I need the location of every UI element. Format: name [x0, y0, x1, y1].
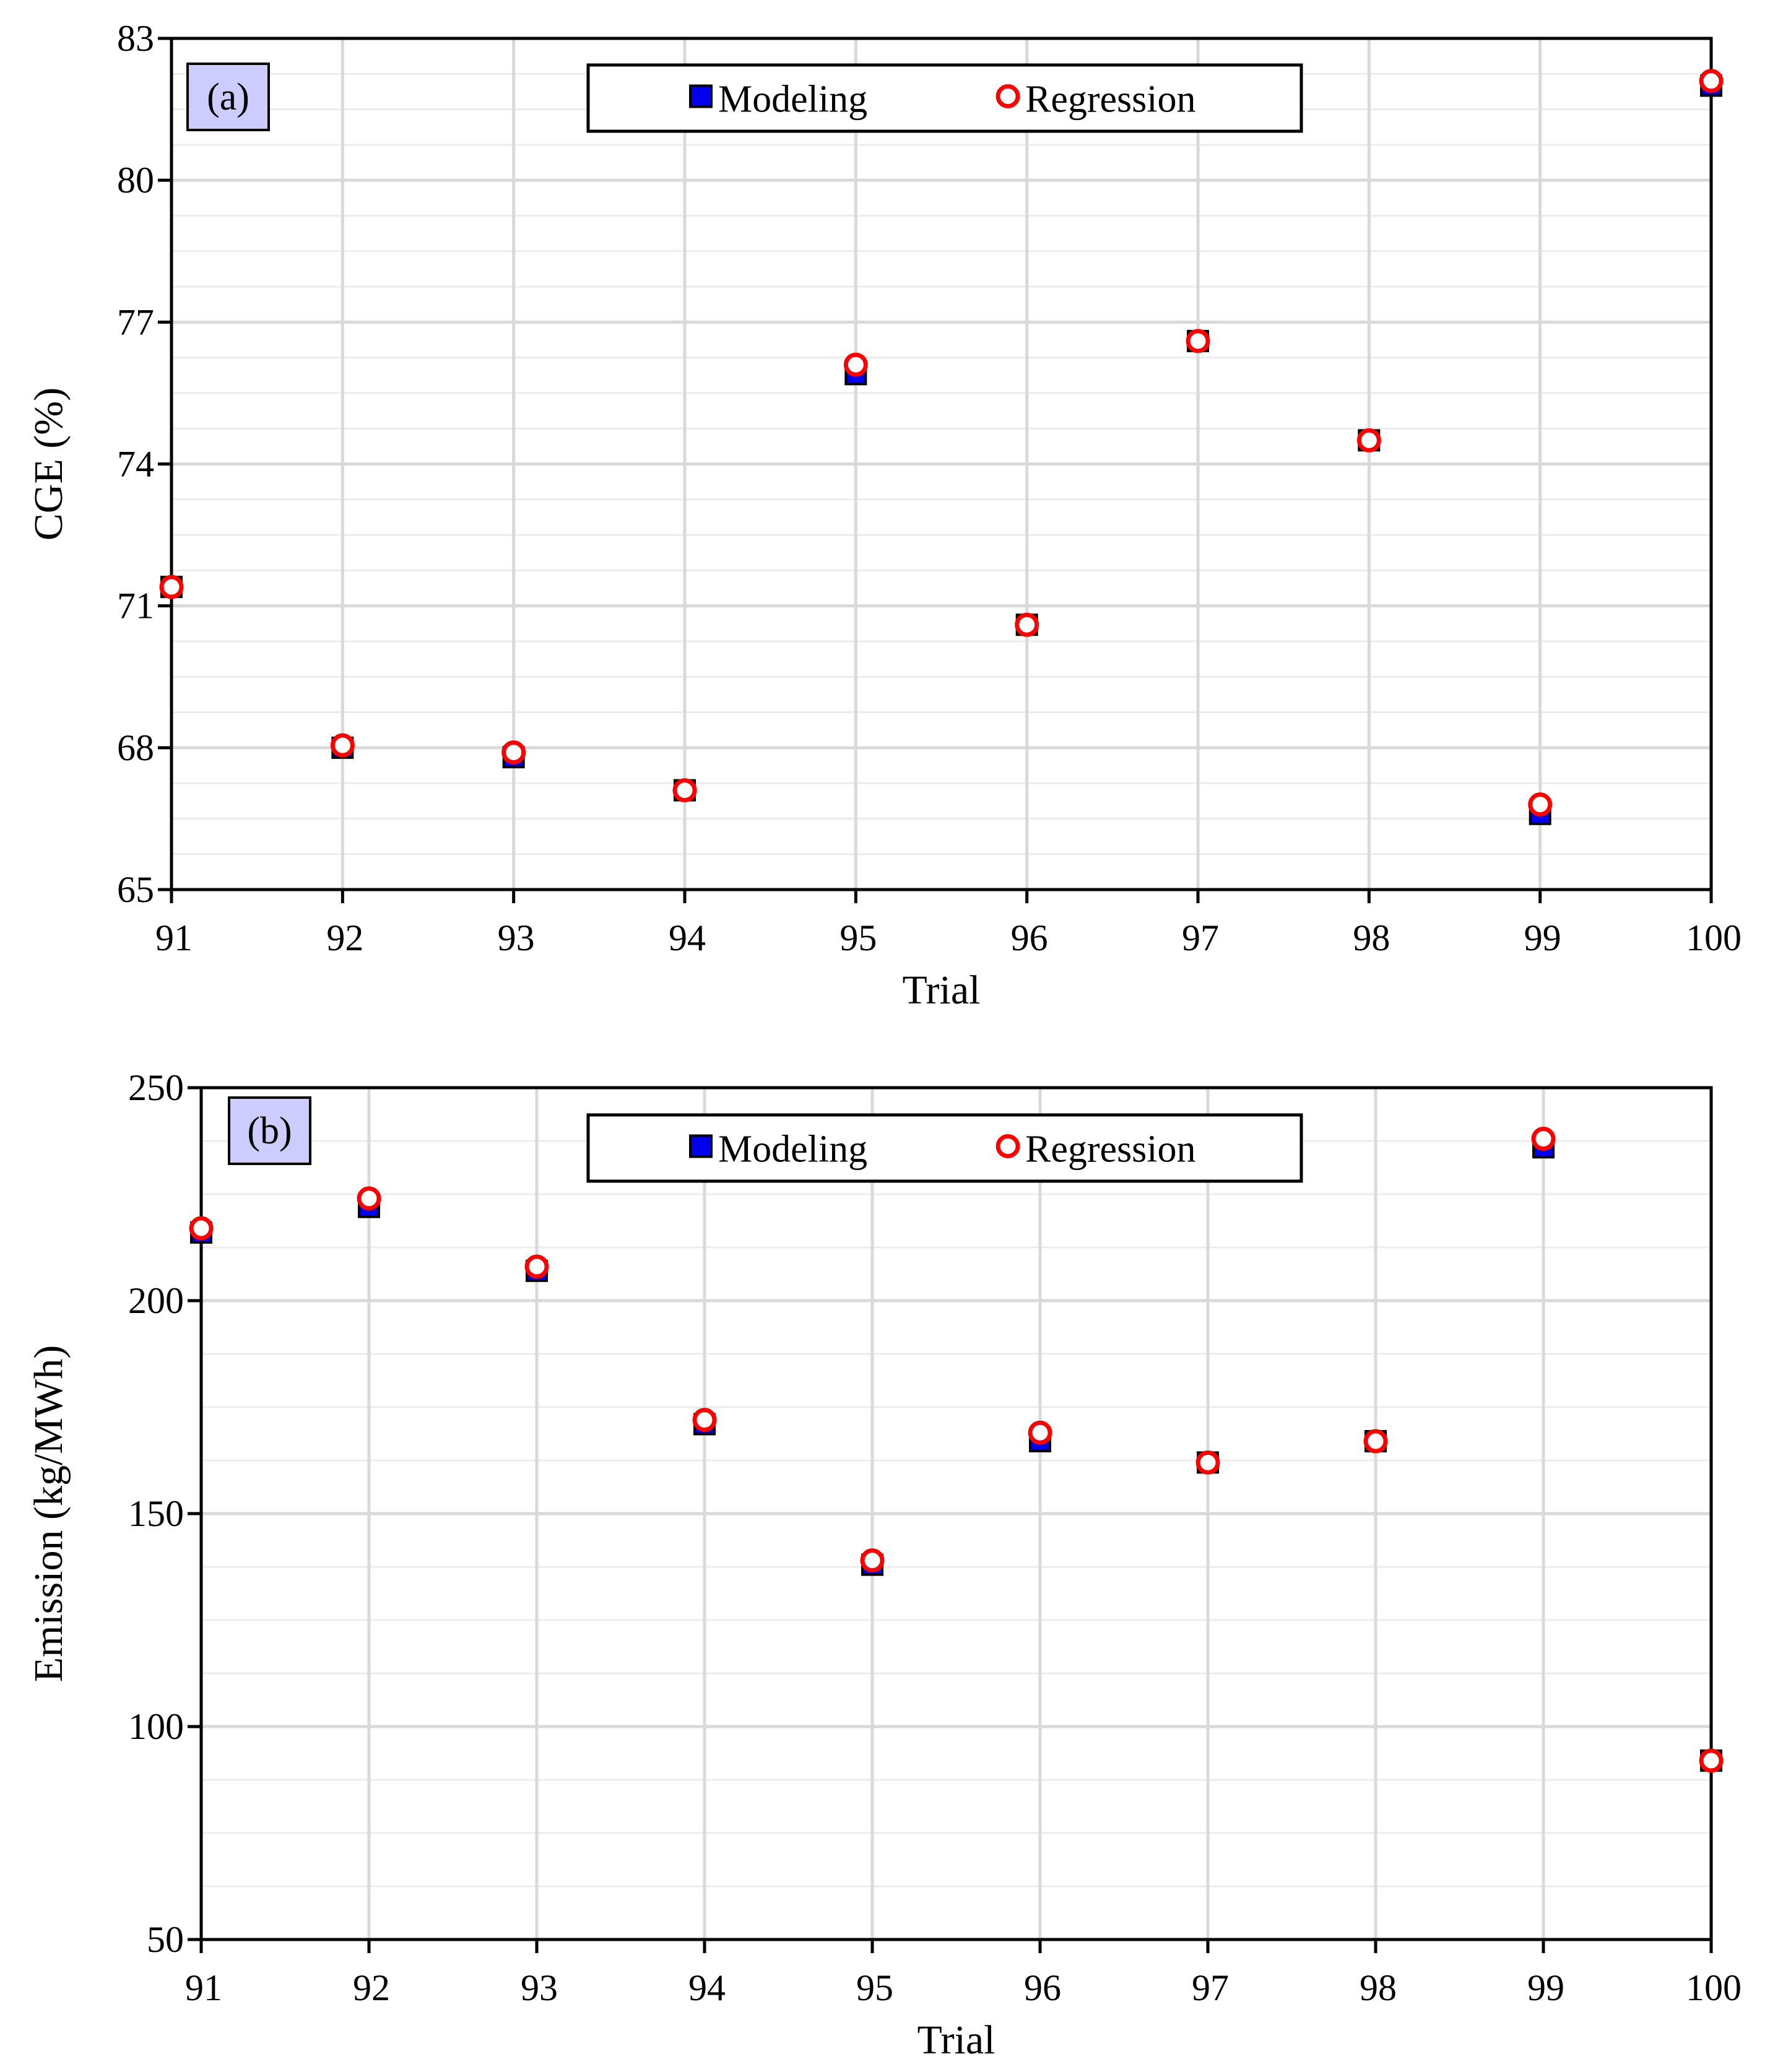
regression-point — [330, 733, 355, 758]
y-tick-label: 74 — [117, 444, 154, 485]
x-tick-label: 96 — [1024, 1967, 1061, 2008]
legend-regression-marker — [996, 1134, 1020, 1158]
x-tick-label: 98 — [1353, 917, 1390, 958]
x-axis-title: Trial — [918, 2018, 996, 2063]
regression-point — [1356, 428, 1381, 453]
x-tick-label: 93 — [498, 917, 535, 958]
y-tick-label: 80 — [117, 160, 154, 201]
regression-point — [860, 1548, 885, 1573]
legend-modeling-label: Modeling — [718, 79, 867, 121]
y-tick-label: 150 — [128, 1493, 184, 1534]
y-tick-label: 68 — [117, 727, 154, 768]
regression-point — [843, 352, 868, 377]
y-tick-label: 77 — [117, 301, 154, 342]
x-axis-title: Trial — [903, 968, 981, 1013]
legend-modeling-label: Modeling — [718, 1129, 867, 1171]
x-tick-label: 99 — [1524, 917, 1561, 958]
y-tick-label: 71 — [117, 586, 154, 626]
y-tick-label: 83 — [117, 18, 154, 59]
x-tick-label: 97 — [1182, 917, 1219, 958]
regression-point — [1699, 69, 1724, 93]
x-tick-label: 99 — [1527, 1967, 1564, 2008]
y-tick-label: 100 — [128, 1706, 184, 1747]
x-tick-label: 91 — [155, 917, 193, 958]
regression-point — [1015, 612, 1039, 637]
y-tick-label: 50 — [147, 1919, 184, 1960]
x-tick-label: 91 — [185, 1967, 222, 2008]
panel-a-cge-chart: 65 68 71 74 77 80 83 91 92 93 94 95 96 97 98 99 100 Trial… — [26, 18, 1742, 1013]
regression-point — [1528, 792, 1553, 817]
legend-regression-label: Regression — [1025, 1129, 1196, 1171]
legend-modeling-marker — [689, 1134, 713, 1158]
regression-point — [1531, 1127, 1556, 1151]
x-tick-label: 94 — [669, 917, 706, 958]
panel-label: (b) — [247, 1110, 292, 1152]
regression-point — [1186, 329, 1210, 353]
regression-point — [357, 1186, 381, 1211]
regression-point — [1195, 1450, 1220, 1475]
x-tick-label: 100 — [1686, 917, 1742, 958]
x-tick-label: 95 — [856, 1967, 893, 2008]
y-tick-label: 65 — [117, 869, 154, 910]
panel-label-box — [186, 63, 270, 131]
x-tick-label: 97 — [1192, 1967, 1229, 2008]
regression-point — [524, 1254, 549, 1279]
y-tick-label: 250 — [128, 1067, 184, 1108]
legend-modeling-marker — [689, 84, 713, 108]
panel-b-emission-chart: 50 100 150 200 250 91 92 93 94 95 96 97 98 99 100 Trial… — [26, 1067, 1742, 2063]
y-axis-title: Emission (kg/MWh) — [26, 1345, 71, 1682]
regression-point — [159, 574, 184, 599]
legend-regression-label: Regression — [1025, 79, 1196, 121]
panel-label-box — [228, 1096, 311, 1165]
regression-point — [1028, 1420, 1052, 1445]
x-tick-label: 92 — [353, 1967, 390, 2008]
regression-point — [501, 740, 526, 765]
regression-point — [1363, 1429, 1388, 1454]
x-tick-label: 94 — [688, 1967, 726, 2008]
y-tick-label: 200 — [128, 1280, 184, 1321]
y-axis-title: CGE (%) — [26, 388, 71, 540]
panel-label: (a) — [207, 76, 249, 118]
x-tick-label: 100 — [1686, 1967, 1742, 2008]
x-tick-label: 98 — [1360, 1967, 1397, 2008]
x-tick-label: 92 — [326, 917, 363, 958]
regression-point — [1699, 1748, 1724, 1773]
regression-point — [672, 778, 697, 803]
x-tick-label: 93 — [521, 1967, 558, 2008]
legend-regression-marker — [996, 84, 1020, 108]
regression-point — [692, 1408, 717, 1433]
x-tick-label: 95 — [839, 917, 877, 958]
regression-point — [189, 1216, 214, 1241]
x-tick-label: 96 — [1011, 917, 1048, 958]
